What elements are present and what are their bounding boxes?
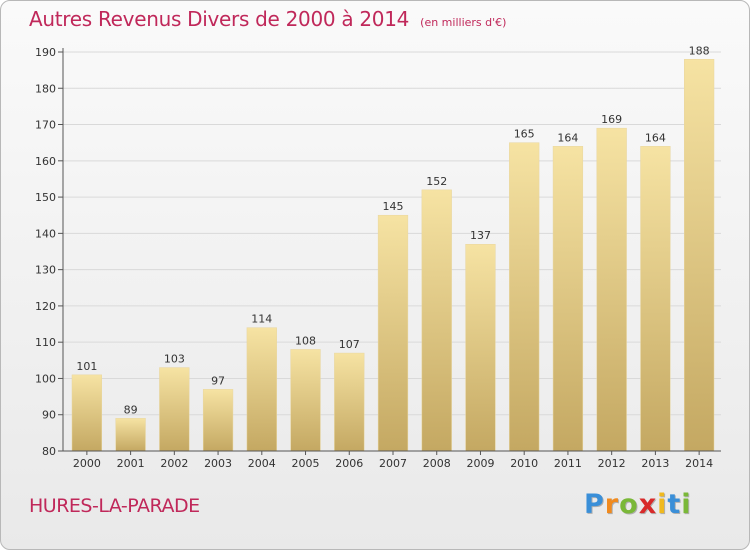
x-tick-label-2013: 2013 bbox=[641, 457, 669, 470]
data-label-2002: 103 bbox=[164, 353, 185, 366]
x-tick-label-2000: 2000 bbox=[73, 457, 101, 470]
x-tick-label-2005: 2005 bbox=[292, 457, 320, 470]
logo-letter: P bbox=[584, 489, 605, 520]
data-label-2007: 145 bbox=[383, 200, 404, 213]
data-label-2008: 152 bbox=[426, 175, 447, 188]
chart-title-line: Autres Revenus Divers de 2000 à 2014 (en… bbox=[29, 7, 506, 31]
y-tick-label: 180 bbox=[35, 82, 56, 95]
bar-2008 bbox=[421, 189, 452, 452]
bar-2004 bbox=[246, 327, 277, 452]
bar-2007 bbox=[377, 214, 409, 452]
y-tick-label: 150 bbox=[35, 191, 56, 204]
x-tick-label-2011: 2011 bbox=[554, 457, 582, 470]
bar-2009 bbox=[465, 243, 496, 452]
y-tick-label: 130 bbox=[35, 264, 56, 277]
bar-2001 bbox=[115, 418, 146, 452]
x-tick-label-2009: 2009 bbox=[466, 457, 494, 470]
data-label-2013: 164 bbox=[645, 131, 666, 144]
y-tick-label: 140 bbox=[35, 227, 56, 240]
location-name: HURES-LA-PARADE bbox=[29, 495, 200, 517]
bar-2011 bbox=[552, 146, 584, 452]
logo-letter: i bbox=[681, 489, 692, 520]
x-tick-label-2001: 2001 bbox=[117, 457, 145, 470]
y-tick-label: 100 bbox=[35, 372, 56, 385]
y-tick-label: 120 bbox=[35, 300, 56, 313]
data-label-2003: 97 bbox=[211, 374, 225, 387]
y-tick-label: 170 bbox=[35, 119, 56, 132]
labels: 80 90 100 110 120 130 140 150 160 170 180 190 101 200… bbox=[35, 44, 713, 470]
bar-2010 bbox=[509, 142, 540, 452]
bar-2014 bbox=[684, 59, 715, 452]
y-tick-label: 160 bbox=[35, 155, 56, 168]
data-label-2006: 107 bbox=[339, 338, 360, 351]
y-tick-label: 190 bbox=[35, 46, 56, 59]
x-tick-label-2008: 2008 bbox=[423, 457, 451, 470]
x-tick-label-2002: 2002 bbox=[160, 457, 188, 470]
y-tick-label: 80 bbox=[42, 445, 56, 458]
bars bbox=[71, 59, 715, 452]
x-tick-label-2012: 2012 bbox=[598, 457, 626, 470]
data-label-2001: 89 bbox=[124, 403, 138, 416]
proxiti-logo: Proxiti bbox=[584, 489, 692, 520]
bar-2013 bbox=[640, 146, 671, 452]
chart-title: Autres Revenus Divers de 2000 à 2014 bbox=[29, 7, 410, 31]
x-tick-label-2004: 2004 bbox=[248, 457, 276, 470]
x-tick-label-2014: 2014 bbox=[685, 457, 713, 470]
chart-subtitle: (en milliers d'€) bbox=[420, 16, 507, 29]
y-tick-label: 110 bbox=[35, 336, 56, 349]
logo-letter: t bbox=[667, 489, 682, 520]
data-label-2004: 114 bbox=[251, 313, 272, 326]
x-tick-label-2003: 2003 bbox=[204, 457, 232, 470]
logo-letter: x bbox=[638, 489, 658, 520]
bar-2002 bbox=[159, 367, 190, 452]
data-label-2010: 165 bbox=[514, 128, 535, 141]
x-tick-label-2010: 2010 bbox=[510, 457, 538, 470]
bar-2012 bbox=[596, 127, 627, 452]
axes bbox=[58, 48, 721, 455]
logo-letter: i bbox=[657, 489, 668, 520]
x-tick-label-2007: 2007 bbox=[379, 457, 407, 470]
data-label-2014: 188 bbox=[689, 44, 710, 57]
data-label-2011: 164 bbox=[557, 131, 578, 144]
logo-letter: o bbox=[619, 489, 639, 520]
data-label-2012: 169 bbox=[601, 113, 622, 126]
bar-2003 bbox=[202, 389, 234, 452]
data-label-2009: 137 bbox=[470, 229, 491, 242]
logo-letter: r bbox=[604, 489, 620, 520]
data-label-2005: 108 bbox=[295, 334, 316, 347]
y-tick-label: 90 bbox=[42, 409, 56, 422]
x-tick-label-2006: 2006 bbox=[335, 457, 363, 470]
bar-2006 bbox=[334, 352, 365, 452]
bar-2000 bbox=[71, 374, 102, 452]
bar-2005 bbox=[290, 349, 321, 452]
data-label-2000: 101 bbox=[76, 360, 97, 373]
